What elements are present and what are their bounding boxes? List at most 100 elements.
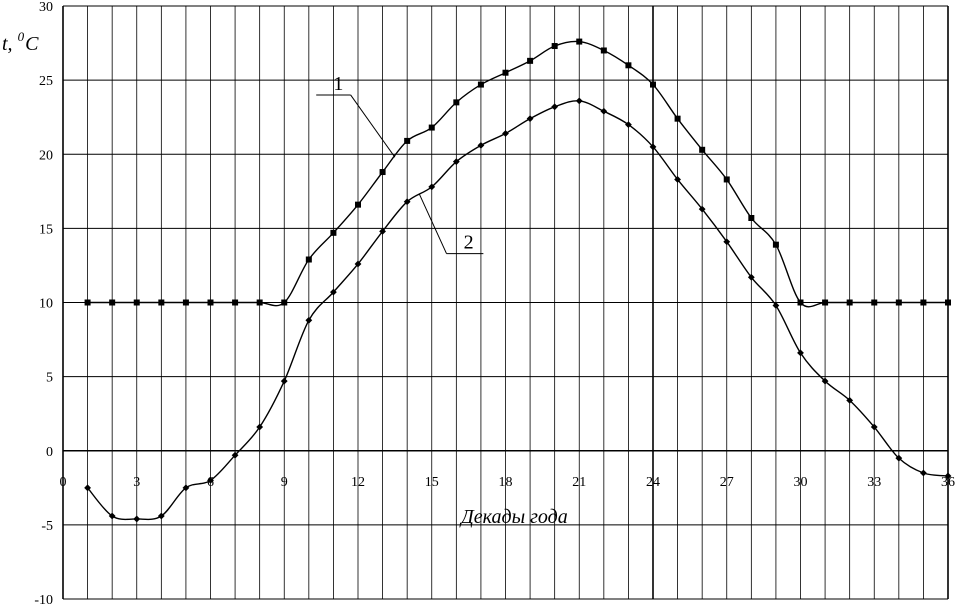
y-tick-label: 10 [39,297,53,312]
series-1-point [650,81,656,88]
series-2-point [944,472,952,480]
series-2-point [747,273,755,281]
series-1-point [576,38,583,45]
series-1-point [158,299,165,306]
series-1-point [723,176,730,183]
series-2-point [280,377,288,385]
series-1-point [871,299,878,306]
series-2-point [330,288,337,296]
series-2-point [256,423,264,431]
y-tick-label: 30 [39,0,53,15]
series-1-point [84,299,91,306]
series-1-point [453,99,460,106]
series-2-point [723,238,731,246]
series-2-point [920,469,927,477]
series-2-point [870,423,878,431]
series-1-point [232,299,239,306]
series-1-point [625,62,632,69]
y-tick-label: -5 [41,519,53,534]
x-tick-label: 24 [646,475,660,490]
series-1-point [281,299,288,306]
series-1-point [428,124,435,131]
series-2-point [84,484,91,492]
x-tick-label: 3 [133,475,140,490]
x-tick-label: 12 [351,475,365,490]
series-2-point [600,107,608,115]
series-1-point [699,146,706,153]
series-2-point [674,176,681,183]
series-1-point [895,299,902,306]
series-2-point [403,198,411,206]
series-2-point [551,103,559,111]
series-2-point [625,121,632,128]
series-1-point [945,299,951,306]
series-1-point [256,299,263,306]
series-1-point [600,47,607,54]
x-tick-label: 9 [281,475,288,490]
series-2-point [772,302,780,309]
series-1-line [87,40,949,308]
series-2-point [502,130,509,137]
x-tick-labels: 0369121518212427303336 [60,475,956,490]
series-1-point [305,256,312,263]
series-1-point [674,115,681,122]
series-1-point [182,299,189,306]
series-1-point [355,201,361,208]
series-2-point [698,205,706,213]
y-tick-label: 5 [46,371,53,386]
series-2-point [821,377,829,385]
curve-labels: 12 [316,73,484,255]
series-1-point [772,241,779,248]
series-1-point [527,57,534,64]
series-2-point [895,454,903,462]
series-1-point [330,229,337,236]
series-2-point [207,477,214,484]
series-2-point [182,484,190,492]
series-2-point [649,143,657,151]
y-tick-label: 20 [39,148,53,163]
x-tick-label: 0 [60,475,67,490]
series-1-point [748,214,755,221]
curve-label-1: 1 [333,73,343,95]
x-tick-label: 15 [425,475,439,490]
x-tick-label: 18 [499,475,513,490]
label-2-leader [419,194,447,254]
series-1-point [404,137,411,144]
series-2-point [797,349,804,357]
x-tick-label: 27 [720,475,734,490]
x-axis-label: Декады года [459,506,568,528]
curve-label-2: 2 [464,232,474,254]
series-2-point [108,512,116,520]
series-2-line [87,100,949,521]
label-1-leader [350,94,396,158]
series-2-point [477,141,485,149]
x-tick-label: 33 [867,475,881,490]
y-tick-label: 15 [39,222,53,237]
y-tick-label: 25 [39,74,53,89]
series-1-point [133,299,140,306]
series-group [84,38,952,523]
x-tick-label: 36 [941,475,955,490]
series-1-point [502,69,509,76]
series-2-point [526,115,534,123]
y-axis-degree: 0 [18,29,25,44]
y-axis-unit: C [25,33,39,55]
x-tick-label: 30 [794,475,808,490]
y-tick-label: -10 [34,593,53,607]
series-2-point [452,158,460,166]
series-1-point [920,299,927,306]
series-2-point [231,451,239,459]
series-1-point [822,299,829,306]
series-1-point [477,81,484,88]
series-1-point [551,43,558,50]
series-2-point [575,97,583,105]
y-axis-symbol: t, [2,33,13,55]
series-2-point [354,260,362,268]
series-1-point [207,299,214,306]
series-2-point [305,316,313,324]
series-2-point [428,183,436,191]
y-axis-label: t, 0C [2,29,39,55]
y-tick-label: 0 [46,445,53,460]
series-2-point [846,396,854,404]
